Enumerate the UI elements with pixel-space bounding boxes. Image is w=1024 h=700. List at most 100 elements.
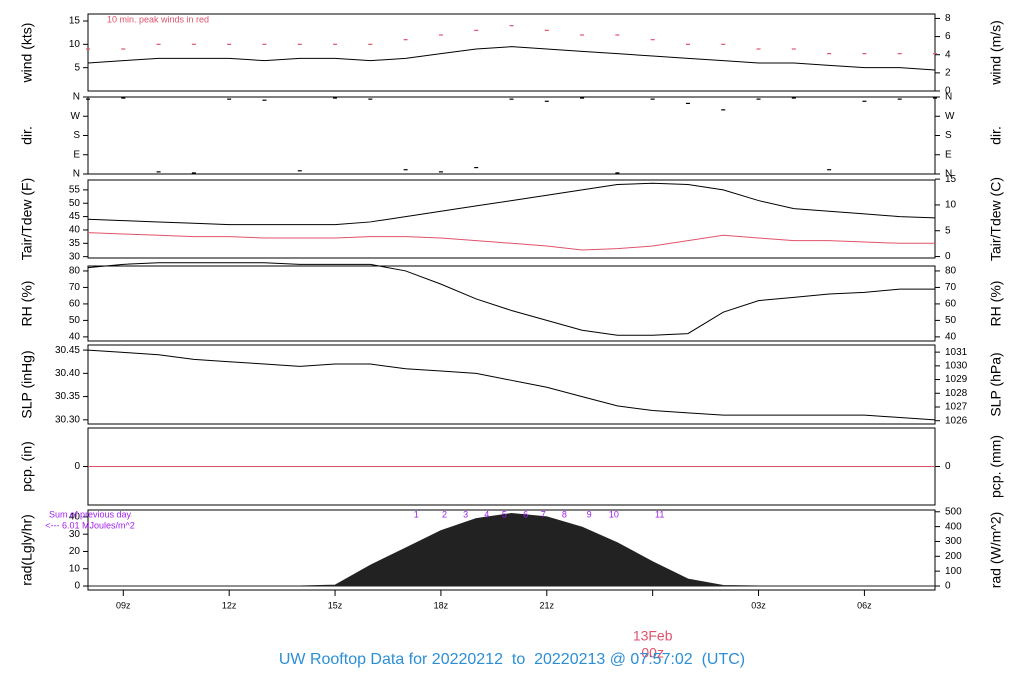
y2-tick-label: 70 xyxy=(945,282,957,293)
y2-axis-label: RH (%) xyxy=(988,281,1004,327)
x-tick-label: 12z xyxy=(222,600,237,610)
y2-tick-label: 2 xyxy=(945,68,951,79)
y2-tick-label: 0 xyxy=(945,86,951,97)
y2-tick-label: 4 xyxy=(945,49,951,60)
y-tick-label: 50 xyxy=(69,315,81,326)
y-tick-label: 30 xyxy=(69,251,81,262)
y2-tick-label: 15 xyxy=(945,174,957,185)
y2-tick-label: 0 xyxy=(945,251,951,262)
x-tick-label: 18z xyxy=(434,600,449,610)
y2-tick-label: 1027 xyxy=(945,402,968,413)
y2-tick-label: 400 xyxy=(945,521,962,532)
y-tick-label: 60 xyxy=(69,299,81,310)
y-tick-label: 40 xyxy=(69,512,81,523)
y2-tick-label: 6 xyxy=(945,31,951,42)
y2-tick-label: 200 xyxy=(945,551,962,562)
y-tick-label: 30.30 xyxy=(55,414,80,425)
y2-tick-label: 1029 xyxy=(945,374,968,385)
panel-frame xyxy=(87,509,936,591)
data-line xyxy=(87,349,936,421)
y-tick-label: 0 xyxy=(74,581,80,592)
y-tick-label: 10 xyxy=(69,39,81,50)
hour-label: 7 xyxy=(541,509,546,519)
panel-frame xyxy=(87,265,936,342)
y-tick-label: 35 xyxy=(69,238,81,249)
panel-frame xyxy=(87,96,936,175)
y2-axis-label: dir. xyxy=(988,126,1004,145)
x-tick-label: 09z xyxy=(116,600,131,610)
hour-label: 4 xyxy=(484,509,489,519)
y2-tick-label: N xyxy=(945,92,952,103)
y2-tick-label: 1031 xyxy=(945,347,968,358)
y-tick-label: 40 xyxy=(69,225,81,236)
y2-tick-label: 10 xyxy=(945,200,957,211)
y2-axis-label: rad (W/m^2) xyxy=(988,512,1004,589)
date-label: 13Feb xyxy=(633,628,673,644)
x-tick-label: 00z xyxy=(641,645,664,661)
data-line xyxy=(87,182,936,226)
y-tick-label: 70 xyxy=(69,282,81,293)
y-axis-label: wind (kts) xyxy=(19,23,35,84)
note: <--- 6.01 MJoules/m^2 xyxy=(45,520,135,530)
y2-tick-label: 300 xyxy=(945,536,962,547)
y2-tick-label: 1030 xyxy=(945,360,968,371)
y-tick-label: 45 xyxy=(69,211,81,222)
y-tick-label: 0 xyxy=(74,461,80,472)
note: Sum of previous day xyxy=(49,509,132,519)
x-tick-label: 21z xyxy=(540,600,555,610)
y2-tick-label: 0 xyxy=(945,461,951,472)
hour-label: 6 xyxy=(523,509,528,519)
y-tick-label: 10 xyxy=(69,563,81,574)
y-tick-label: 30.45 xyxy=(55,345,80,356)
data-line xyxy=(87,262,935,336)
y2-tick-label: 80 xyxy=(945,266,957,277)
y-tick-label: 20 xyxy=(69,546,81,557)
panel-frame xyxy=(87,344,936,425)
y2-axis-label: SLP (hPa) xyxy=(988,352,1004,416)
y-tick-label: 50 xyxy=(69,198,81,209)
y-tick-label: 5 xyxy=(74,62,80,73)
hour-label: 8 xyxy=(562,509,567,519)
y-tick-label: 40 xyxy=(69,332,81,343)
y2-tick-label: 60 xyxy=(945,299,957,310)
y2-axis-label: Tair/Tdew (C) xyxy=(988,177,1004,261)
panel-frame xyxy=(87,179,936,259)
y-tick-label: 30.40 xyxy=(55,368,80,379)
y-tick-label: N xyxy=(73,92,80,103)
y2-tick-label: 1026 xyxy=(945,415,968,426)
y2-tick-label: E xyxy=(945,149,952,160)
data-area xyxy=(88,512,935,587)
data-line xyxy=(87,232,935,251)
y2-tick-label: 40 xyxy=(945,332,957,343)
y-tick-label: 55 xyxy=(69,185,81,196)
y-tick-label: E xyxy=(73,149,80,160)
y-tick-label: N xyxy=(73,169,80,180)
y2-tick-label: 1028 xyxy=(945,388,968,399)
y-axis-label: Tair/Tdew (F) xyxy=(19,178,35,260)
y2-tick-label: W xyxy=(945,111,955,122)
chart-title: UW Rooftop Data for 20220212 to 20220213… xyxy=(279,651,745,668)
data-line xyxy=(87,46,936,71)
y2-tick-label: S xyxy=(945,130,952,141)
y-axis-label: rad(Lgly/hr) xyxy=(19,514,35,586)
y-tick-label: 80 xyxy=(69,266,81,277)
y-tick-label: 30 xyxy=(69,529,81,540)
y-axis-label: RH (%) xyxy=(19,281,35,327)
y2-tick-label: 50 xyxy=(945,315,957,326)
x-tick-label: 15z xyxy=(328,600,343,610)
y-tick-label: 30.35 xyxy=(55,391,80,402)
y-axis-label: SLP (inHg) xyxy=(19,350,35,418)
panel-frame xyxy=(87,13,936,92)
hour-label: 11 xyxy=(655,509,664,519)
y2-tick-label: 5 xyxy=(945,225,951,236)
y-tick-label: 15 xyxy=(69,16,81,27)
hour-label: 3 xyxy=(463,509,468,519)
hour-label: 9 xyxy=(587,509,592,519)
y2-tick-label: 500 xyxy=(945,506,962,517)
y2-tick-label: 8 xyxy=(945,13,951,24)
y-tick-label: W xyxy=(71,111,81,122)
y2-tick-label: 100 xyxy=(945,566,962,577)
x-tick-label: 03z xyxy=(751,600,766,610)
hour-label: 1 xyxy=(414,509,419,519)
